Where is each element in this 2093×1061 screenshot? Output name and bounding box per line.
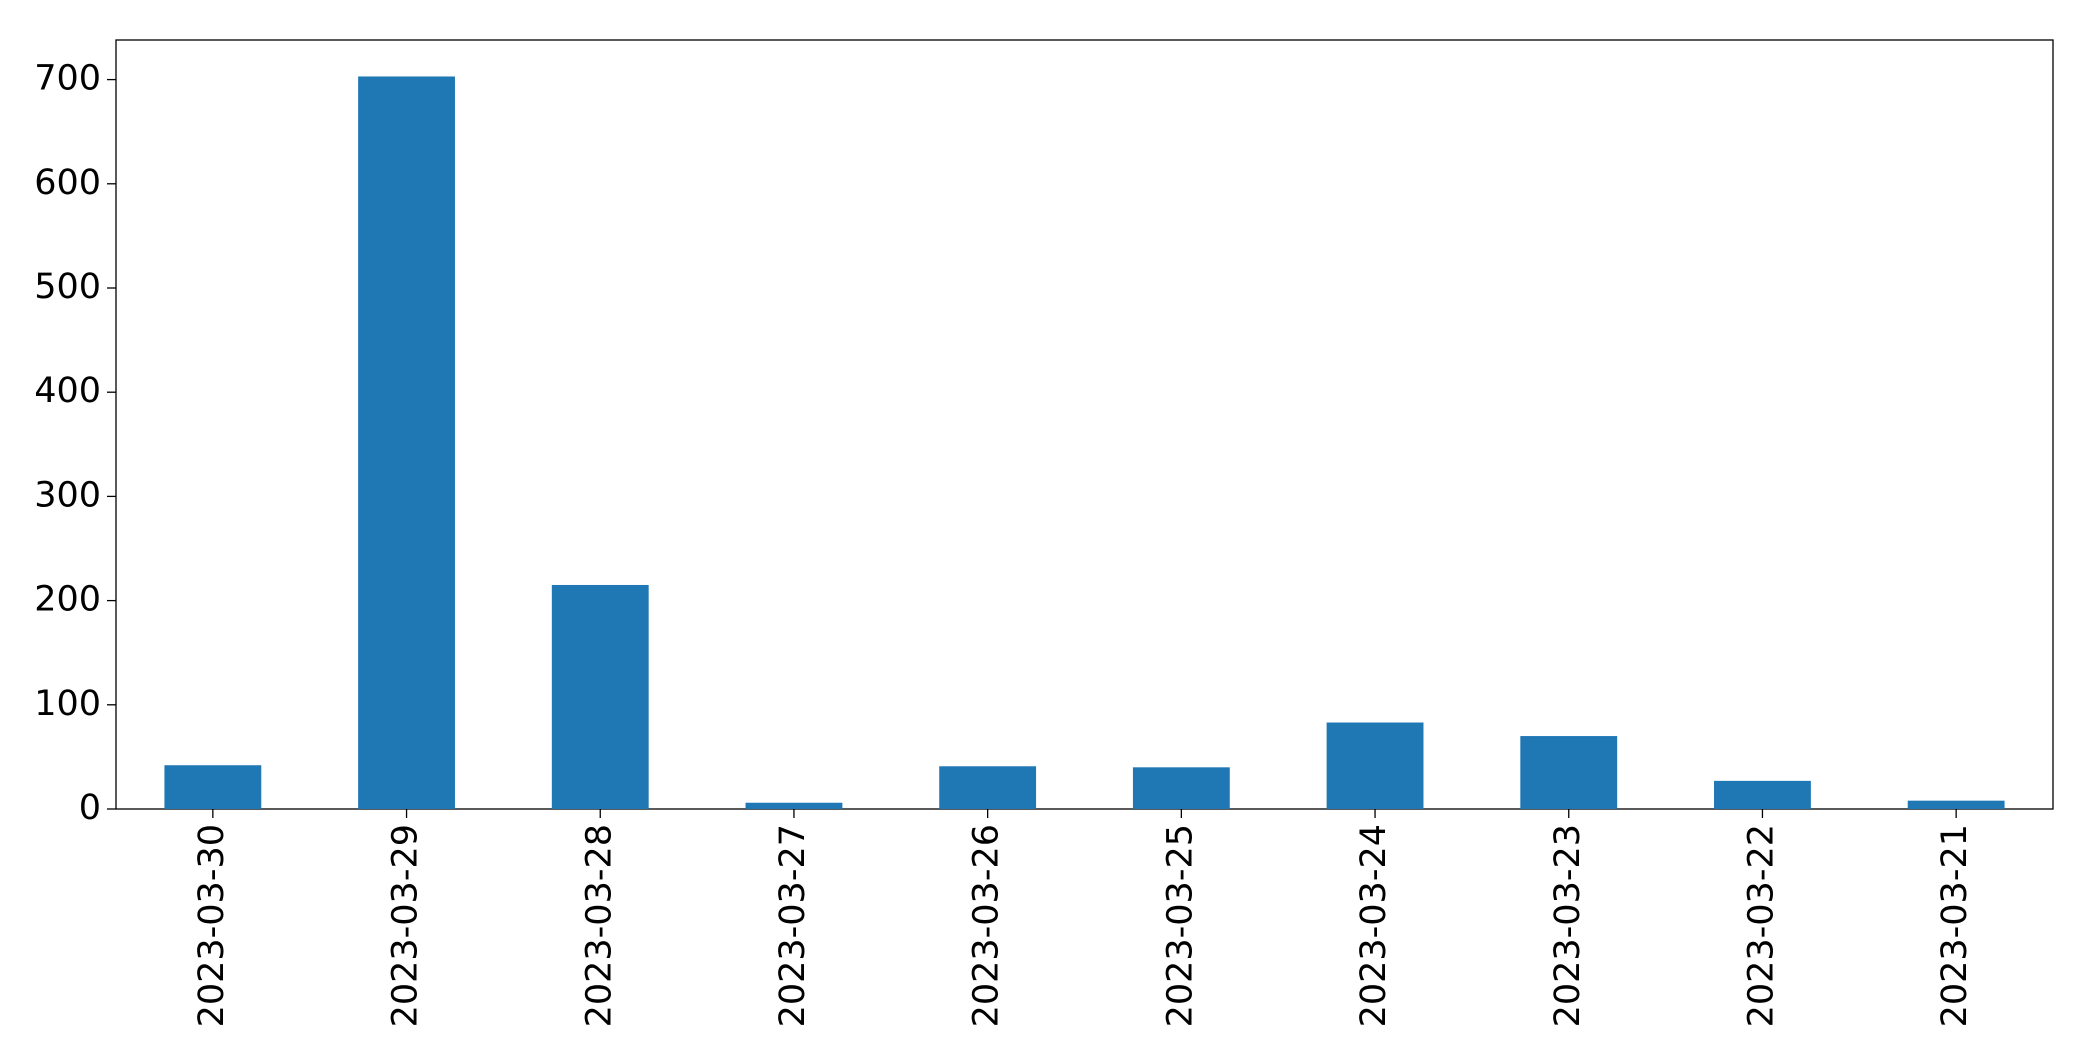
bar [358, 76, 455, 809]
y-tick-label: 500 [34, 267, 101, 307]
x-tick-label: 2023-03-28 [579, 824, 619, 1027]
bar [1132, 767, 1230, 809]
bar [1907, 800, 2005, 809]
bar [745, 802, 843, 809]
bar [1326, 722, 1424, 809]
y-tick-label: 700 [34, 59, 101, 99]
y-tick-label: 200 [34, 580, 101, 620]
y-tick-label: 100 [34, 684, 101, 724]
x-tick-label: 2023-03-29 [386, 824, 426, 1027]
x-tick-label: 2023-03-23 [1548, 824, 1588, 1027]
x-tick-label: 2023-03-27 [773, 824, 813, 1027]
bar [1520, 736, 1618, 809]
x-tick-label: 2023-03-30 [192, 824, 232, 1027]
bar [164, 765, 262, 809]
bar [1714, 780, 1811, 809]
plot-frame [115, 39, 2054, 810]
y-tick-label: 400 [34, 371, 101, 411]
bar [551, 584, 649, 809]
y-tick-label: 0 [79, 788, 101, 828]
x-tick-label: 2023-03-24 [1354, 824, 1394, 1027]
y-tick-label: 600 [34, 163, 101, 203]
bar [939, 766, 1037, 809]
x-tick-label: 2023-03-26 [967, 824, 1007, 1027]
x-tick-label: 2023-03-21 [1935, 824, 1975, 1027]
x-tick-label: 2023-03-22 [1741, 824, 1781, 1027]
x-tick-label: 2023-03-25 [1160, 824, 1200, 1027]
y-tick-label: 300 [34, 475, 101, 515]
